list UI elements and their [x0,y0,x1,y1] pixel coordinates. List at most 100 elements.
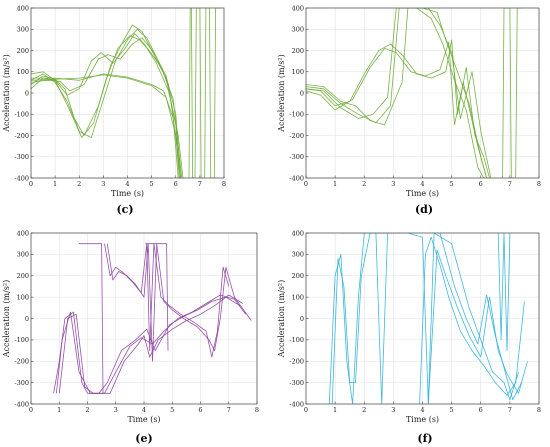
x-tick-label: 2 [77,180,81,188]
series-line-3 [306,8,485,178]
panel-caption: (f) [417,432,432,445]
y-axis-title: Acceleration (m/s²) [2,280,11,358]
chart-panel-0: 0 1 2 3 4 5 6 7 8 -400 -300 -200 -100 0 100 200 300 400 Ti… [2,4,226,216]
y-tick-label: -100 [14,336,29,344]
y-tick-label: 0 [25,315,29,323]
x-tick-label: 3 [114,406,118,414]
y-tick-label: -200 [289,358,304,366]
series-line-6 [497,233,511,351]
x-tick-label: 1 [333,406,337,414]
x-tick-label: 5 [150,180,154,188]
series-line-1 [331,233,385,404]
series-line-2 [340,233,519,404]
panel-caption: (e) [135,432,152,445]
x-tick-label: 5 [450,406,454,414]
y-axis-title: Acceleration (m/s²) [2,54,11,132]
x-tick-label: 3 [101,180,105,188]
x-tick-label: 7 [508,406,512,414]
panel-caption: (d) [415,203,433,216]
y-tick-label: 0 [300,89,304,97]
x-tick-label: 8 [537,180,541,188]
y-tick-label: 0 [25,89,29,97]
x-tick-label: 1 [57,406,61,414]
x-tick-label: 1 [333,180,337,188]
x-tick-label: 7 [227,406,231,414]
chart-panel-1: 0 1 2 3 4 5 6 7 8 -400 -300 -200 -100 0 100 200 300 400 Ti… [277,4,541,216]
y-tick-label: -400 [14,174,29,182]
x-tick-label: 4 [420,406,424,414]
x-tick-label: 1 [53,180,57,188]
x-tick-label: 7 [508,180,512,188]
x-tick-label: 6 [174,180,178,188]
y-tick-label: -200 [14,132,29,140]
y-tick-label: 400 [17,4,29,12]
x-tick-label: 6 [479,180,483,188]
chart-panel-2: 0 1 2 3 4 5 6 7 8 -400 -300 -200 -100 0 100 200 300 400 Ti… [2,229,259,445]
y-tick-label: 300 [292,251,304,259]
y-tick-label: -200 [14,358,29,366]
x-tick-label: 6 [479,406,483,414]
y-tick-label: 200 [17,272,29,280]
x-axis-title: Time (s) [127,415,160,424]
series-line-5 [439,233,522,401]
y-tick-label: 100 [17,68,29,76]
series-group [31,8,221,178]
y-tick-label: 300 [17,251,29,259]
y-tick-label: -300 [14,153,29,161]
y-tick-label: -300 [289,379,304,387]
series-group [328,233,528,404]
x-tick-label: 0 [304,180,308,188]
x-tick-label: 2 [362,406,366,414]
series-line-2 [31,33,184,178]
series-group [53,243,252,394]
y-tick-label: 300 [17,26,29,34]
y-tick-label: 200 [17,47,29,55]
y-tick-label: 400 [17,229,29,237]
x-tick-label: 4 [125,180,129,188]
series-line-6 [145,243,169,351]
series-line-7 [188,8,221,178]
series-line-1 [306,41,487,178]
y-tick-label: -400 [289,174,304,182]
y-tick-label: -200 [289,132,304,140]
series-line-4 [306,8,492,178]
x-tick-label: 5 [450,180,454,188]
series-line-2 [58,294,247,394]
series-line-3 [104,243,230,358]
y-tick-label: -100 [289,336,304,344]
y-tick-label: -400 [289,400,304,408]
y-tick-label: 400 [292,229,304,237]
x-tick-label: 3 [391,406,395,414]
y-tick-label: 200 [292,272,304,280]
y-tick-label: -100 [14,111,29,119]
panel-caption: (c) [116,203,133,216]
y-tick-label: 200 [292,47,304,55]
series-line-0 [53,294,244,394]
x-tick-label: 3 [391,180,395,188]
x-tick-label: 2 [362,180,366,188]
y-tick-label: 100 [292,293,304,301]
y-tick-label: -400 [14,400,29,408]
series-line-4 [106,243,252,362]
x-tick-label: 8 [222,180,226,188]
x-tick-label: 8 [255,406,259,414]
series-line-2 [306,8,487,178]
series-line-4 [31,37,181,178]
y-axis-title: Acceleration (m/s²) [277,54,286,132]
x-tick-label: 6 [198,406,202,414]
y-tick-label: 400 [292,4,304,12]
x-tick-label: 2 [85,406,89,414]
series-line-4 [427,249,528,404]
x-tick-label: 4 [420,180,424,188]
y-tick-label: 100 [292,68,304,76]
x-tick-label: 0 [29,406,33,414]
x-tick-label: 0 [304,406,308,414]
x-tick-label: 8 [537,406,541,414]
chart-panel-3: 0 1 2 3 4 5 6 7 8 -400 -300 -200 -100 0 100 200 300 400 Ti… [277,229,541,445]
series-line-5 [79,243,104,394]
y-tick-label: 100 [17,293,29,301]
x-axis-title: Time (s) [111,189,144,198]
series-line-6 [31,74,180,178]
y-axis-title: Acceleration (m/s²) [277,280,286,358]
x-tick-label: 4 [142,406,146,414]
